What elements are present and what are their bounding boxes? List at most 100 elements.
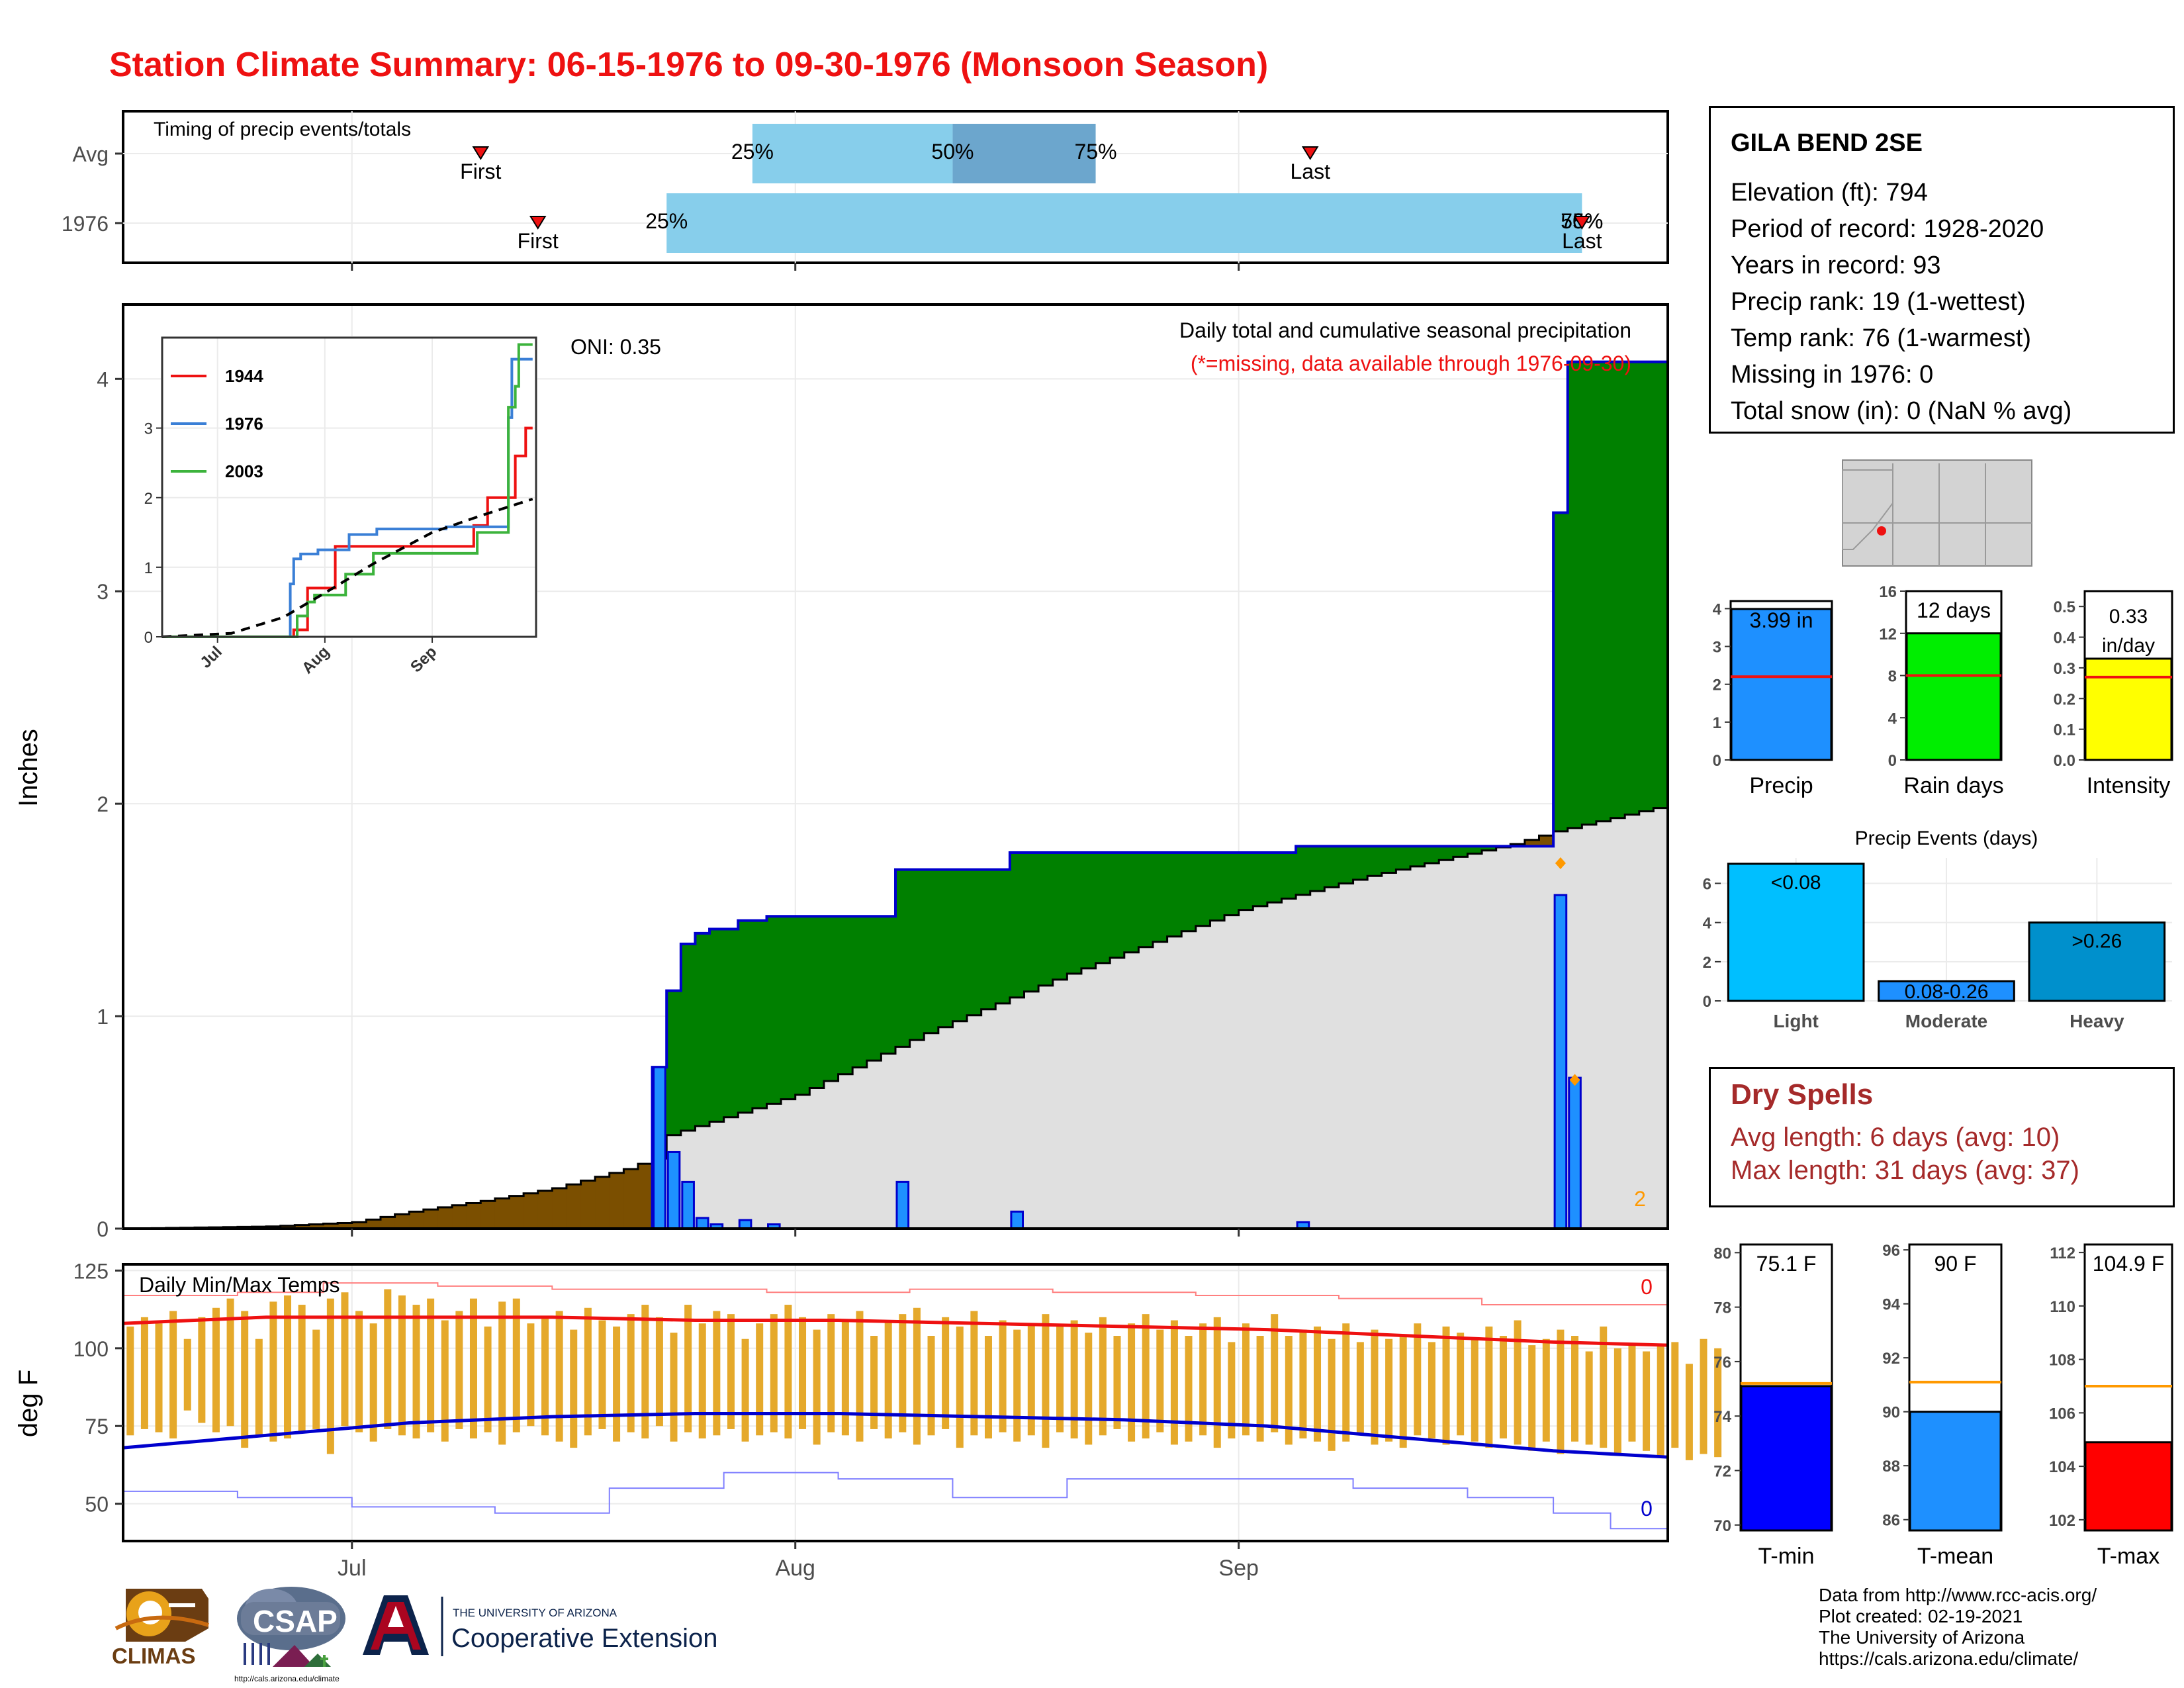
summary-intensity-value-unit: in/day — [2102, 635, 2155, 657]
events-bar-label: <0.08 — [1771, 872, 1821, 894]
summary-temp-tmin-y-tick-label: 80 — [1713, 1244, 1731, 1262]
summary-temp-tmin-category-label: T-min — [1758, 1544, 1815, 1569]
cum-deficit-band — [580, 1180, 596, 1229]
missing-count-label: 2 — [1634, 1187, 1646, 1211]
daily-temp-bar — [1485, 1326, 1493, 1448]
summary-raindays-y-tick-label: 12 — [1879, 626, 1897, 643]
events-y-tick-label: 4 — [1703, 915, 1712, 933]
credits: Data from http://www.rcc-acis.org/ Plot … — [1819, 1585, 2097, 1669]
daily-temp-bar — [555, 1311, 563, 1442]
events-category-label: Moderate — [1905, 1011, 1987, 1031]
temp-y-tick-label: 75 — [85, 1415, 109, 1438]
cum-surplus-band — [1653, 361, 1668, 808]
summary-precip-y-tick-label: 3 — [1713, 639, 1721, 657]
page-title: Station Climate Summary: 06-15-1976 to 0… — [109, 46, 1269, 84]
daily-temp-bar — [598, 1320, 606, 1429]
daily-temp-bar — [1185, 1336, 1193, 1442]
inset-legend-label-1944: 1944 — [225, 366, 263, 386]
summary-precip-value-label: 3.99 in — [1749, 608, 1813, 632]
temp-y-tick-label: 50 — [85, 1493, 109, 1517]
daily-temp-bar — [255, 1338, 263, 1436]
timing-p25-label: 25% — [731, 140, 774, 164]
daily-precip-bar — [1553, 894, 1568, 1230]
cum-surplus-band — [838, 916, 853, 1074]
avg-cumulative-line — [123, 807, 1668, 1230]
precip-panel-frame — [122, 303, 1669, 1230]
timing-last-marker-label: Last — [1290, 160, 1330, 183]
cum-deficit-band — [623, 1169, 639, 1229]
cum-surplus-band — [1367, 846, 1383, 876]
daily-temp-bar — [1499, 1336, 1507, 1439]
dry-spells-title: Dry Spells — [1731, 1078, 1874, 1111]
daily-temp-bar — [1056, 1326, 1064, 1432]
summary-temp-tmean-bar — [1909, 1411, 2002, 1532]
tmax-missing-count: 0 — [1641, 1275, 1653, 1299]
cum-surplus-band — [1210, 852, 1225, 921]
cum-surplus-band — [1224, 852, 1240, 915]
cum-surplus-band — [924, 869, 939, 1033]
daily-temp-bar — [1070, 1320, 1078, 1439]
daily-temp-bar — [655, 1317, 663, 1427]
cum-surplus-band — [1639, 361, 1654, 812]
summary-temp-tmin-y-tick-label: 76 — [1713, 1354, 1731, 1372]
summary-temp-tmax-category-label: T-max — [2097, 1544, 2160, 1569]
cum-surplus-band — [1553, 512, 1569, 831]
daily-temp-bar — [527, 1323, 535, 1427]
cum-surplus-band — [866, 916, 882, 1061]
summary-temp-tmean-y-tick-label: 86 — [1882, 1512, 1900, 1530]
daily-temp-bar — [813, 1329, 821, 1445]
cum-deficit-band — [280, 1225, 295, 1229]
daily-temp-bar — [1013, 1329, 1021, 1442]
cum-surplus-band — [895, 869, 911, 1047]
daily-temp-bar — [284, 1295, 292, 1439]
daily-temp-bar — [412, 1305, 420, 1439]
daily-temp-bar — [1571, 1336, 1579, 1442]
cum-surplus-band — [1625, 361, 1640, 815]
daily-temp-bar — [441, 1320, 449, 1442]
normal-max-line — [122, 1315, 1668, 1347]
events-bar — [1878, 980, 2015, 1002]
daily-temp-bar — [770, 1314, 778, 1432]
daily-temp-bar — [269, 1301, 277, 1442]
summary-raindays-category-label: Rain days — [1903, 773, 2003, 798]
events-bar-label: >0.26 — [2071, 931, 2122, 953]
climas-logo: CLIMAS — [112, 1589, 209, 1668]
daily-temp-bar — [1600, 1326, 1608, 1448]
daily-temp-bar — [884, 1320, 892, 1439]
cum-deficit-band — [552, 1188, 567, 1229]
inset-y-tick-label: 0 — [144, 629, 153, 647]
daily-temp-bar — [1199, 1323, 1207, 1436]
daily-temp-bar — [984, 1336, 992, 1439]
daily-temp-bar — [1042, 1314, 1050, 1448]
summary-raindays-y-tick-label: 0 — [1888, 752, 1897, 770]
daily-temp-bar — [856, 1311, 864, 1442]
summary-precip-bar — [1730, 608, 1833, 761]
cum-surplus-band — [695, 933, 710, 1127]
timing-last-marker — [1301, 146, 1319, 160]
cum-surplus-band — [1281, 852, 1297, 899]
events-bar-label: 0.08-0.26 — [1905, 981, 1989, 1003]
summary-temp-tmin-y-tick-label: 72 — [1713, 1462, 1731, 1480]
daily-temp-bar — [970, 1311, 978, 1436]
summary-temp-tmin-value-label: 75.1 F — [1756, 1252, 1817, 1276]
cum-deficit-band — [409, 1211, 424, 1229]
credit-line: Data from http://www.rcc-acis.org/ — [1819, 1585, 2097, 1605]
daily-temp-bar — [1614, 1348, 1621, 1454]
temp-y-tick-label: 125 — [73, 1259, 109, 1283]
missing-day-marker — [1555, 857, 1566, 870]
daily-temp-bar — [1085, 1333, 1093, 1445]
daily-temp-bar — [1514, 1320, 1522, 1445]
daily-temp-bar — [756, 1323, 764, 1436]
station-missing: Missing in 1976: 0 — [1731, 361, 1934, 389]
daily-temp-bar — [1542, 1338, 1550, 1442]
cum-surplus-band — [909, 869, 925, 1041]
ua-logo-line1: THE UNIVERSITY OF ARIZONA — [453, 1607, 617, 1619]
cum-surplus-band — [1396, 846, 1411, 870]
timing-panel-title: Timing of precip events/totals — [154, 118, 411, 140]
summary-temp-tmin-y-tick-label: 78 — [1713, 1299, 1731, 1317]
timing-row-label: Avg — [72, 142, 109, 166]
daily-temp-bar — [212, 1307, 220, 1432]
summary-temp-tmin-y-tick-label: 74 — [1713, 1408, 1731, 1426]
daily-temp-bar — [713, 1311, 721, 1436]
daily-temp-bar — [498, 1301, 506, 1445]
